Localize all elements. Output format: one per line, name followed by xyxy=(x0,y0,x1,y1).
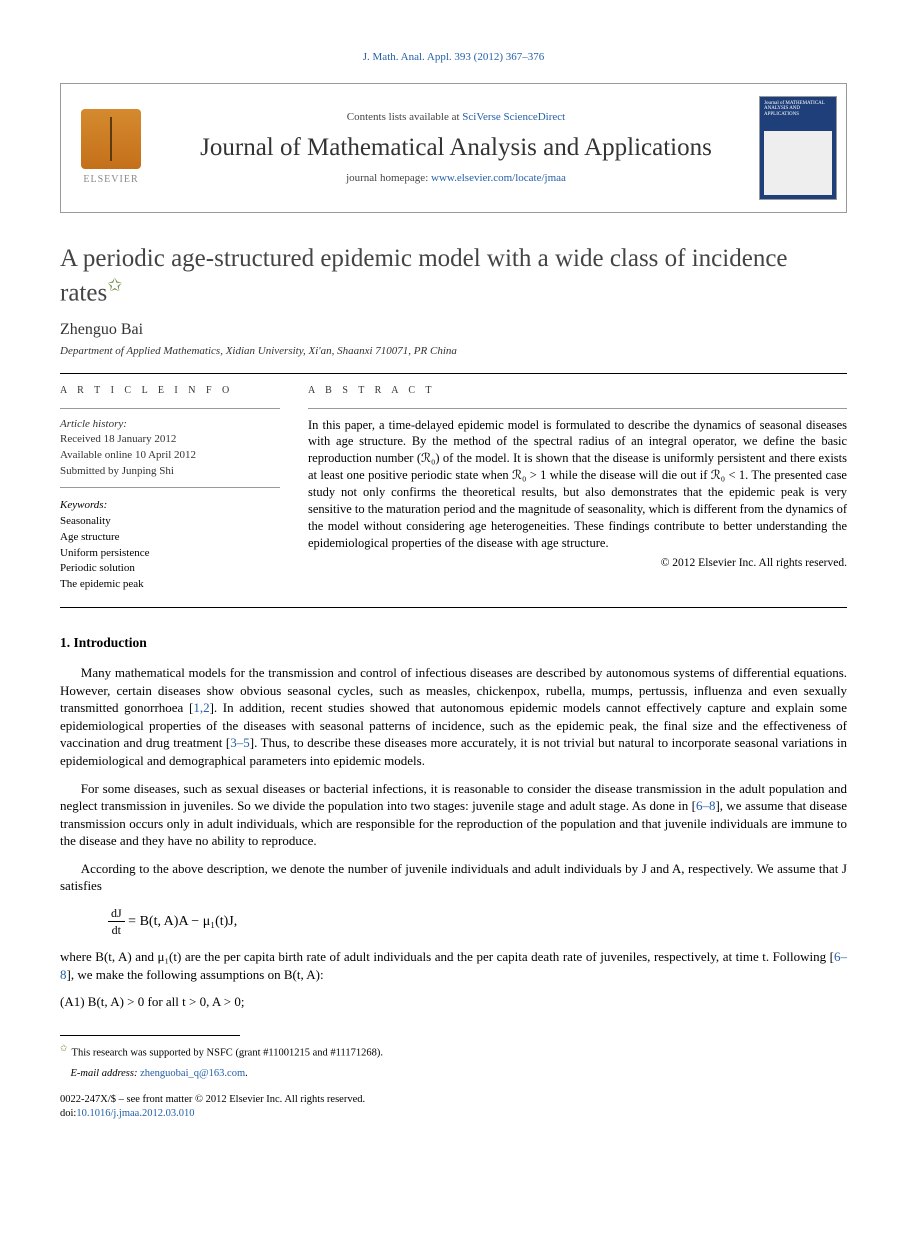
author-name: Zhenguo Bai xyxy=(60,319,847,341)
intro-paragraph-3: According to the above description, we d… xyxy=(60,860,847,895)
intro-paragraph-4: where B(t, A) and μ₁(t) are the per capi… xyxy=(60,948,847,983)
intro-paragraph-1: Many mathematical models for the transmi… xyxy=(60,664,847,769)
elsevier-tree-icon xyxy=(81,109,141,169)
publisher-logo-cell: ELSEVIER xyxy=(61,84,161,212)
citation-link[interactable]: 6–8 xyxy=(696,798,716,813)
doi-label: doi: xyxy=(60,1108,76,1119)
cover-body xyxy=(764,131,832,195)
abstract-text: In this paper, a time-delayed epidemic m… xyxy=(308,417,847,552)
intro-paragraph-2: For some diseases, such as sexual diseas… xyxy=(60,780,847,850)
footnote-rule xyxy=(60,1035,240,1036)
equation-1: dJ dt = B(t, A)A − μ₁(t)J, xyxy=(108,905,847,938)
history-submitted: Submitted by Junping Shi xyxy=(60,464,280,479)
title-footnote-marker: ✩ xyxy=(107,275,122,295)
info-subrule-2 xyxy=(60,487,280,488)
banner-middle: Contents lists available at SciVerse Sci… xyxy=(161,84,751,212)
article-title: A periodic age-structured epidemic model… xyxy=(60,243,847,309)
keyword-item: The epidemic peak xyxy=(60,577,280,592)
keyword-item: Periodic solution xyxy=(60,561,280,576)
keyword-item: Age structure xyxy=(60,530,280,545)
fraction: dJ dt xyxy=(108,905,125,938)
section-1-heading: 1. Introduction xyxy=(60,634,847,652)
abstract-heading: A B S T R A C T xyxy=(308,384,847,398)
p4-text-a: where B(t, A) and μ₁(t) are the per capi… xyxy=(60,949,834,964)
page: J. Math. Anal. Appl. 393 (2012) 367–376 … xyxy=(0,0,907,1161)
journal-name: Journal of Mathematical Analysis and App… xyxy=(169,131,743,165)
journal-homepage-link[interactable]: www.elsevier.com/locate/jmaa xyxy=(431,172,566,184)
journal-homepage-line: journal homepage: www.elsevier.com/locat… xyxy=(169,171,743,186)
cover-title-text: Journal of MATHEMATICAL ANALYSIS AND APP… xyxy=(764,101,832,118)
history-online: Available online 10 April 2012 xyxy=(60,448,280,463)
cover-cell: Journal of MATHEMATICAL ANALYSIS AND APP… xyxy=(751,84,846,212)
divider-bottom xyxy=(60,607,847,608)
abstract-copyright: © 2012 Elsevier Inc. All rights reserved… xyxy=(308,556,847,572)
p4-text-b: ], we make the following assumptions on … xyxy=(67,967,324,982)
doi-line: doi:10.1016/j.jmaa.2012.03.010 xyxy=(60,1107,847,1121)
citation-link[interactable]: 3–5 xyxy=(230,735,250,750)
footnote-star-icon: ✩ xyxy=(60,1043,68,1053)
history-received: Received 18 January 2012 xyxy=(60,432,280,447)
journal-cover-thumbnail: Journal of MATHEMATICAL ANALYSIS AND APP… xyxy=(759,96,837,200)
equation-rhs: = B(t, A)A − μ₁(t)J, xyxy=(128,914,237,929)
article-history: Article history: Received 18 January 201… xyxy=(60,417,280,479)
info-abstract-row: A R T I C L E I N F O Article history: R… xyxy=(60,384,847,593)
email-footnote: E-mail address: zhenguobai_q@163.com. xyxy=(60,1067,847,1081)
divider-top xyxy=(60,373,847,374)
author-email-link[interactable]: zhenguobai_q@163.com xyxy=(140,1068,245,1079)
sciencedirect-link[interactable]: SciVerse ScienceDirect xyxy=(462,111,565,123)
doi-link[interactable]: 10.1016/j.jmaa.2012.03.010 xyxy=(76,1108,194,1119)
info-subrule-1 xyxy=(60,408,280,409)
keyword-item: Seasonality xyxy=(60,514,280,529)
fraction-numerator: dJ xyxy=(108,905,125,922)
p3-text: According to the above description, we d… xyxy=(60,861,847,894)
keywords-list: Seasonality Age structure Uniform persis… xyxy=(60,514,280,592)
author-affiliation: Department of Applied Mathematics, Xidia… xyxy=(60,344,847,359)
email-label: E-mail address: xyxy=(71,1068,138,1079)
elsevier-logo: ELSEVIER xyxy=(81,109,141,187)
abstract-column: A B S T R A C T In this paper, a time-de… xyxy=(308,384,847,593)
journal-banner: ELSEVIER Contents lists available at Sci… xyxy=(60,83,847,213)
history-label: Article history: xyxy=(60,417,280,432)
assumption-a1: (A1) B(t, A) > 0 for all t > 0, A > 0; xyxy=(60,993,847,1011)
citation-link[interactable]: 1,2 xyxy=(193,700,209,715)
elsevier-wordmark: ELSEVIER xyxy=(81,173,141,187)
fraction-denominator: dt xyxy=(108,922,125,938)
article-info-heading: A R T I C L E I N F O xyxy=(60,384,280,398)
contents-prefix: Contents lists available at xyxy=(347,111,462,123)
homepage-prefix: journal homepage: xyxy=(346,172,431,184)
funding-text: This research was supported by NSFC (gra… xyxy=(72,1047,383,1058)
abstract-subrule xyxy=(308,408,847,409)
keywords-label: Keywords: xyxy=(60,498,280,513)
article-info-column: A R T I C L E I N F O Article history: R… xyxy=(60,384,280,593)
issn-line: 0022-247X/$ – see front matter © 2012 El… xyxy=(60,1093,847,1107)
title-text: A periodic age-structured epidemic model… xyxy=(60,245,788,307)
keyword-item: Uniform persistence xyxy=(60,546,280,561)
funding-footnote: ✩ This research was supported by NSFC (gr… xyxy=(60,1042,847,1061)
header-citation: J. Math. Anal. Appl. 393 (2012) 367–376 xyxy=(60,50,847,65)
contents-line: Contents lists available at SciVerse Sci… xyxy=(169,110,743,125)
